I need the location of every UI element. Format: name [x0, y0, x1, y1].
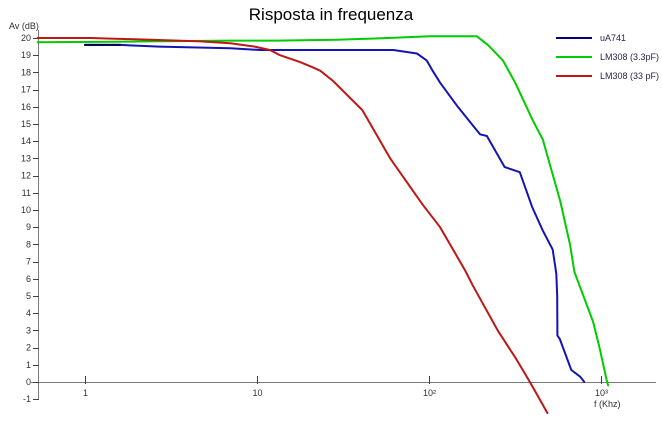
legend-line-ua741: [556, 36, 592, 39]
svg-text:16: 16: [21, 102, 31, 112]
svg-text:14: 14: [21, 136, 31, 146]
svg-text:3: 3: [26, 325, 31, 335]
svg-text:4: 4: [26, 308, 31, 318]
svg-text:17: 17: [21, 85, 31, 95]
svg-text:1: 1: [83, 388, 88, 398]
svg-text:13: 13: [21, 153, 31, 163]
svg-text:-1: -1: [23, 394, 31, 404]
svg-text:7: 7: [26, 257, 31, 267]
svg-text:8: 8: [26, 239, 31, 249]
x-ticks: 1 10 10² 10³: [83, 376, 608, 398]
svg-text:15: 15: [21, 119, 31, 129]
legend-item-lm308-33pf: LM308 (33 pF): [556, 66, 659, 85]
x-axis-label: f (Khz): [594, 399, 621, 409]
svg-text:10: 10: [252, 388, 262, 398]
svg-text:12: 12: [21, 171, 31, 181]
legend-line-lm308-3p3pf: [556, 55, 592, 58]
axes: [31, 30, 656, 400]
legend-label-lm308-3p3pf: LM308 (3.3pF): [600, 51, 660, 62]
svg-text:10: 10: [21, 205, 31, 215]
svg-text:20: 20: [21, 33, 31, 43]
y-axis-label: Av (dB): [9, 21, 39, 31]
legend-item-ua741: uA741: [556, 28, 659, 47]
legend: uA741 LM308 (3.3pF) LM308 (33 pF): [556, 28, 659, 85]
legend-item-lm308-3p3pf: LM308 (3.3pF): [556, 47, 659, 66]
series-lm308-3-3pf: [36, 35, 610, 387]
legend-line-lm308-33pf: [556, 74, 592, 77]
svg-text:2: 2: [26, 343, 31, 353]
svg-text:9: 9: [26, 222, 31, 232]
svg-text:10³: 10³: [595, 388, 608, 398]
legend-label-ua741: uA741: [600, 32, 627, 43]
legend-label-lm308-33pf: LM308 (33 pF): [600, 70, 660, 81]
svg-text:18: 18: [21, 67, 31, 77]
svg-text:0: 0: [26, 377, 31, 387]
svg-text:19: 19: [21, 50, 31, 60]
svg-text:10²: 10²: [423, 388, 436, 398]
svg-text:5: 5: [26, 291, 31, 301]
series-ua741: [84, 43, 586, 383]
svg-text:6: 6: [26, 274, 31, 284]
svg-text:1: 1: [26, 360, 31, 370]
chart-title: Risposta in frequenza: [248, 5, 414, 24]
svg-text:11: 11: [22, 188, 31, 198]
series-lm308-33-pf: [36, 37, 549, 414]
